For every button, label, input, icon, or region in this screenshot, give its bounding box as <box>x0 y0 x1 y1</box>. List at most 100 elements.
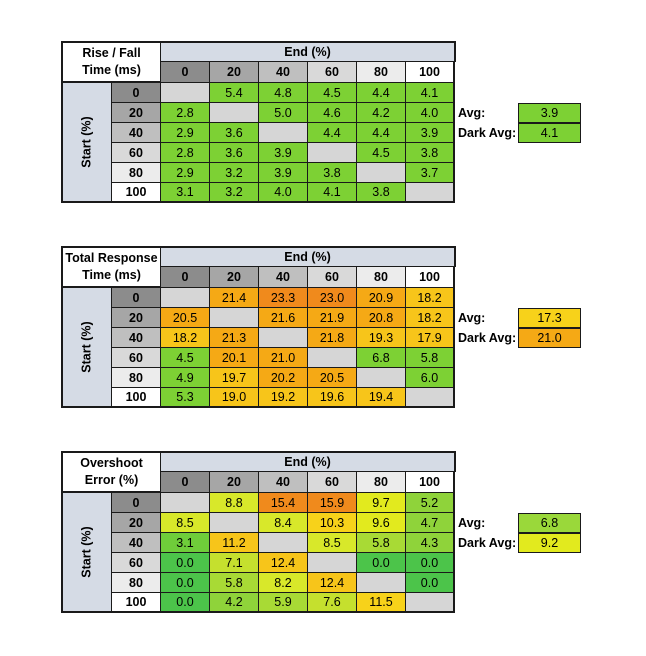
data-cell <box>357 163 406 183</box>
col-header-60: 60 <box>308 472 357 493</box>
data-cell: 7.6 <box>308 593 357 613</box>
data-cell: 4.3 <box>406 533 455 553</box>
data-cell: 15.9 <box>308 493 357 513</box>
col-header-40: 40 <box>259 472 308 493</box>
col-group-header: End (%) <box>161 246 456 267</box>
data-cell <box>259 328 308 348</box>
col-group-header: End (%) <box>161 451 456 472</box>
data-cell: 12.4 <box>259 553 308 573</box>
col-header-20: 20 <box>210 472 259 493</box>
data-cell: 8.5 <box>161 513 210 533</box>
col-header-80: 80 <box>357 472 406 493</box>
data-cell: 4.5 <box>161 348 210 368</box>
data-cell: 10.3 <box>308 513 357 533</box>
col-header-20: 20 <box>210 267 259 288</box>
data-cell: 8.5 <box>308 533 357 553</box>
data-cell: 6.0 <box>406 368 455 388</box>
data-cell: 19.6 <box>308 388 357 408</box>
data-cell: 4.5 <box>308 83 357 103</box>
data-cell: 3.6 <box>210 123 259 143</box>
row-header-0: 0 <box>112 493 161 513</box>
row-header-0: 0 <box>112 288 161 308</box>
data-cell: 20.2 <box>259 368 308 388</box>
table-title: Overshoot Error (%) <box>61 451 161 493</box>
data-cell: 21.6 <box>259 308 308 328</box>
data-cell: 12.4 <box>308 573 357 593</box>
data-cell: 0.0 <box>161 553 210 573</box>
data-cell: 0.0 <box>161 573 210 593</box>
data-cell: 8.2 <box>259 573 308 593</box>
data-cell: 4.2 <box>357 103 406 123</box>
data-cell: 5.3 <box>161 388 210 408</box>
avg-value: 17.3 <box>518 308 581 328</box>
data-cell: 19.4 <box>357 388 406 408</box>
row-group-header-text: Start (%) <box>80 116 94 168</box>
col-header-0: 0 <box>161 267 210 288</box>
data-cell: 3.8 <box>357 183 406 203</box>
data-cell: 18.2 <box>161 328 210 348</box>
data-cell <box>259 533 308 553</box>
row-group-header: Start (%) <box>61 288 112 408</box>
data-cell: 20.5 <box>161 308 210 328</box>
data-cell: 3.6 <box>210 143 259 163</box>
data-cell: 18.2 <box>406 308 455 328</box>
data-cell: 19.0 <box>210 388 259 408</box>
data-cell: 4.7 <box>406 513 455 533</box>
data-cell: 4.1 <box>308 183 357 203</box>
data-cell <box>357 573 406 593</box>
col-header-40: 40 <box>259 267 308 288</box>
data-cell: 0.0 <box>406 553 455 573</box>
col-header-0: 0 <box>161 62 210 83</box>
data-cell <box>406 593 455 613</box>
data-cell: 3.9 <box>259 143 308 163</box>
data-cell: 21.3 <box>210 328 259 348</box>
data-cell: 5.4 <box>210 83 259 103</box>
data-cell <box>210 103 259 123</box>
data-cell: 5.8 <box>406 348 455 368</box>
col-header-100: 100 <box>406 62 455 83</box>
row-header-0: 0 <box>112 83 161 103</box>
data-cell: 20.8 <box>357 308 406 328</box>
col-header-40: 40 <box>259 62 308 83</box>
data-cell: 4.1 <box>406 83 455 103</box>
data-cell: 20.1 <box>210 348 259 368</box>
data-cell: 3.8 <box>406 143 455 163</box>
data-cell: 21.0 <box>259 348 308 368</box>
data-cell: 19.2 <box>259 388 308 408</box>
row-group-header: Start (%) <box>61 83 112 203</box>
data-cell: 3.7 <box>406 163 455 183</box>
data-cell: 4.0 <box>259 183 308 203</box>
data-cell: 4.5 <box>357 143 406 163</box>
data-cell <box>259 123 308 143</box>
col-header-20: 20 <box>210 62 259 83</box>
table-title-line2: Time (ms) <box>82 268 141 283</box>
data-cell: 4.0 <box>406 103 455 123</box>
dark-avg-label: Dark Avg: <box>458 536 517 550</box>
data-cell: 4.4 <box>308 123 357 143</box>
data-cell: 11.2 <box>210 533 259 553</box>
table-title-line1: Rise / Fall <box>82 46 141 61</box>
avg-label: Avg: <box>458 311 486 325</box>
row-header-80: 80 <box>112 573 161 593</box>
row-group-header-text: Start (%) <box>80 321 94 373</box>
data-cell: 8.8 <box>210 493 259 513</box>
table-title: Rise / Fall Time (ms) <box>61 41 161 83</box>
table-title: Total Response Time (ms) <box>61 246 161 288</box>
data-cell <box>308 553 357 573</box>
table-2: Total Response Time (ms) End (%) 0 20 40 60 80 1… <box>61 246 581 416</box>
dark-avg-value: 4.1 <box>518 123 581 143</box>
data-cell: 15.4 <box>259 493 308 513</box>
row-header-60: 60 <box>112 143 161 163</box>
data-cell <box>210 513 259 533</box>
data-cell: 21.9 <box>308 308 357 328</box>
col-header-60: 60 <box>308 267 357 288</box>
data-cell: 3.1 <box>161 183 210 203</box>
col-header-60: 60 <box>308 62 357 83</box>
data-cell: 7.1 <box>210 553 259 573</box>
row-header-40: 40 <box>112 328 161 348</box>
data-cell: 17.9 <box>406 328 455 348</box>
data-cell: 4.4 <box>357 123 406 143</box>
data-cell: 0.0 <box>357 553 406 573</box>
data-cell: 3.2 <box>210 163 259 183</box>
col-group-header: End (%) <box>161 41 456 62</box>
